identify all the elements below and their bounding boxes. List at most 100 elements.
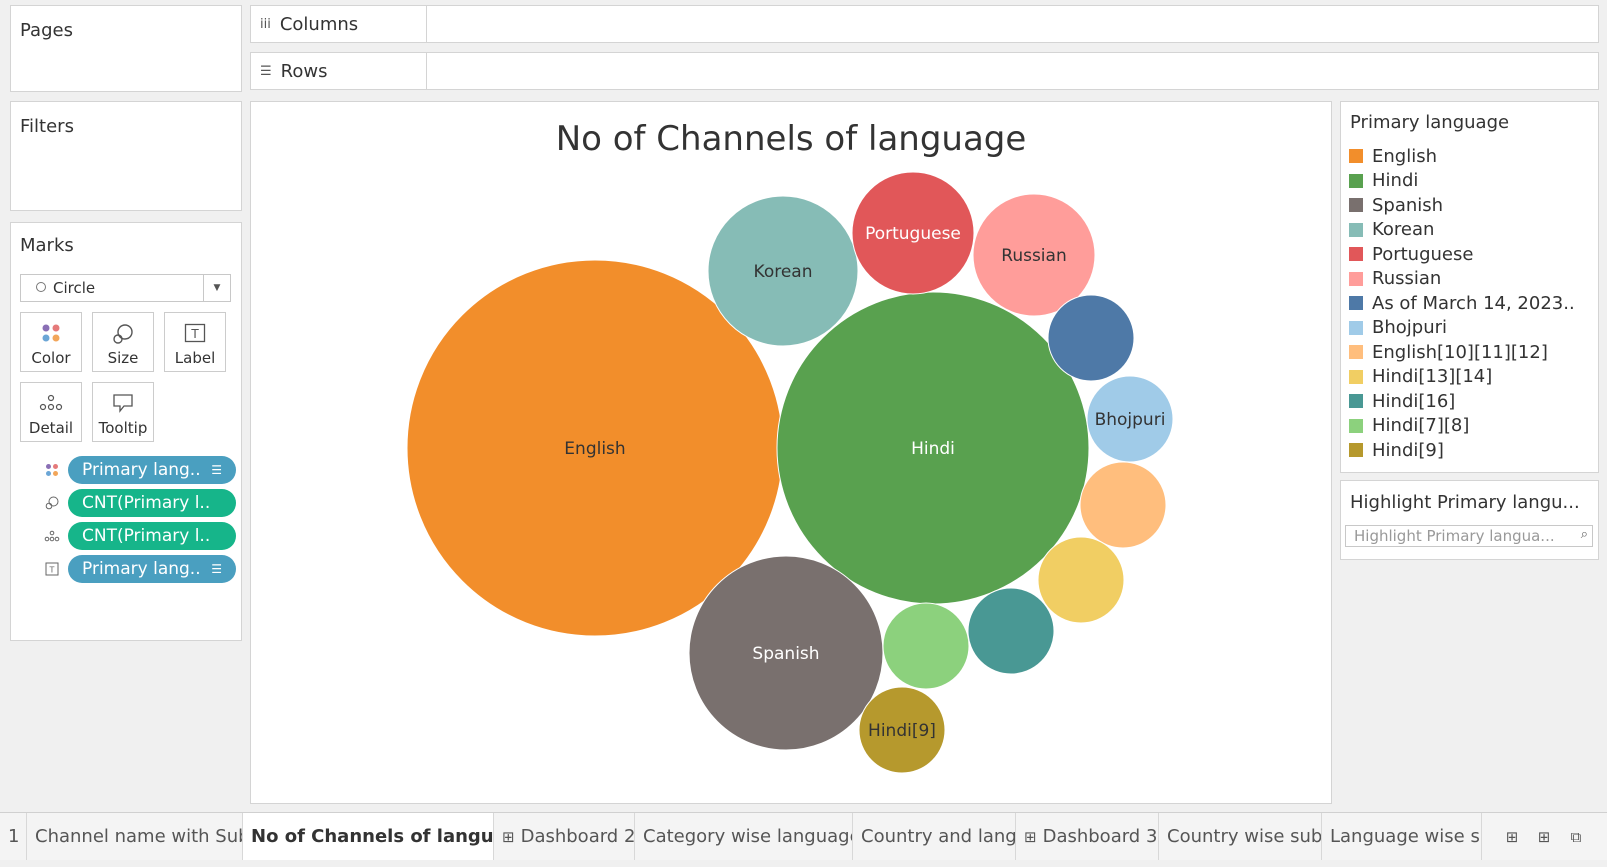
sheet-tab-label: Country wise sub [1167,826,1322,847]
size-pill[interactable]: CNT(Primary l.. [68,489,236,517]
sheet-tab[interactable]: Language wise su [1322,813,1482,860]
legend-swatch [1349,149,1363,163]
legend-label: Hindi[16] [1372,390,1456,412]
bubble-bhojpuri[interactable] [1086,375,1174,463]
highlight-title: Highlight Primary langu... [1350,492,1580,513]
legend-label: Hindi[9] [1372,439,1444,461]
sheet-tab-label: No of Channels of language [251,826,494,847]
sheet-tab[interactable]: ⊞ Dashboard 2 [494,813,635,860]
chart-view: No of Channels of language English Hindi S… [250,101,1332,804]
marks-title: Marks [20,235,74,256]
bubble-hindi-16[interactable] [967,587,1055,675]
sheet-tab[interactable]: No of Channels of language [243,813,494,860]
legend-item[interactable]: Hindi[13][14] [1349,365,1492,389]
legend-swatch [1349,320,1363,335]
legend-item[interactable]: Korean [1349,218,1434,242]
legend-label: Korean [1372,219,1435,240]
rows-label-text: Rows [280,60,328,82]
bubble-label: Hindi [911,439,955,459]
label-pill[interactable]: Primary lang.. ☰ [68,555,236,583]
bubble-label: Bhojpuri [1095,410,1166,430]
sort-icon: ☰ [211,562,222,576]
bubble-chart: English Hindi Spanish Korean Portuguese Russi… [406,171,1174,774]
filters-panel[interactable]: Filters [10,101,242,211]
legend-item[interactable]: Russian [1349,267,1441,291]
bubble-hindi-9[interactable] [858,686,946,774]
legend-item[interactable]: Spanish [1349,193,1443,217]
new-worksheet-icon[interactable]: ⊞ [1505,828,1519,846]
legend-item[interactable]: Hindi [1349,169,1418,193]
sheet-tab[interactable]: ⊞ Dashboard 3 [1016,813,1159,860]
svg-text:T: T [190,327,199,341]
tooltip-button[interactable]: Tooltip [92,382,154,442]
legend-item[interactable]: English[10][11][12] [1349,340,1548,364]
color-button[interactable]: Color [20,312,82,372]
label-pill-icon: T [44,562,60,579]
label-button-label: Label [174,349,216,367]
legend-swatch [1349,198,1363,212]
legend-swatch [1349,296,1363,310]
bubble-hindi-7-8[interactable] [882,602,970,690]
circle-icon [36,282,46,292]
bubble-russian[interactable] [972,193,1096,317]
columns-label: iii Columns [251,6,427,42]
legend-label: Bhojpuri [1372,317,1448,338]
legend-item[interactable]: Hindi[7][8] [1349,414,1469,438]
label-pill-text: Primary lang.. [82,559,201,579]
legend-swatch [1349,271,1363,286]
new-story-icon[interactable]: ⧉ [1570,828,1582,846]
tooltip-button-label: Tooltip [98,419,148,437]
columns-icon: iii [260,16,271,32]
legend-item[interactable]: English [1349,144,1437,168]
label-icon: T [184,323,206,347]
bubble-spanish[interactable] [688,555,884,751]
columns-shelf[interactable]: iii Columns [250,5,1599,43]
bubble-label: Spanish [752,644,819,664]
size-button-label: Size [107,349,139,367]
bubble-portuguese[interactable] [851,171,975,295]
detail-icon [39,393,63,417]
bubble-as-of-march-14-2023[interactable] [1047,294,1135,382]
highlight-panel: Highlight Primary langu... Highlight Pri… [1340,480,1599,560]
sheet-tab[interactable]: Country and lang [853,813,1016,860]
pages-title: Pages [20,20,73,41]
sheet-tab[interactable]: Country wise sub [1159,813,1322,860]
label-button[interactable]: T Label [164,312,226,372]
sheet-tab-label: 1 [8,826,20,847]
bubble-hindi-13-14[interactable] [1037,536,1125,624]
bubble-label: Korean [754,262,813,282]
legend-swatch [1349,394,1363,408]
legend-item[interactable]: Portuguese [1349,242,1473,266]
rows-shelf[interactable]: ☰ Rows [250,52,1599,90]
new-dashboard-icon[interactable]: ⊞ [1537,828,1551,846]
sheet-tab[interactable]: Category wise language [635,813,853,860]
marks-panel: Marks Circle ▼ Color Size T Label Detail… [10,222,242,641]
legend-item[interactable]: Bhojpuri [1349,316,1447,340]
color-pill[interactable]: Primary lang.. ☰ [68,456,236,484]
detail-button[interactable]: Detail [20,382,82,442]
highlight-placeholder: Highlight Primary langua... [1354,527,1555,545]
tooltip-icon [112,393,134,417]
legend-label: Portuguese [1372,243,1474,265]
sheet-tab[interactable]: Channel name with Sub [27,813,243,860]
legend-label: English [1372,145,1437,167]
legend-item[interactable]: Hindi[9] [1349,438,1444,462]
legend-swatch [1349,369,1363,384]
size-button[interactable]: Size [92,312,154,372]
legend-item[interactable]: As of March 14, 2023.. [1349,291,1575,315]
mark-type-dropdown[interactable]: Circle ▼ [20,274,231,302]
legend-label: English[10][11][12] [1372,341,1548,363]
bubble-korean[interactable] [707,195,859,347]
sheet-tab[interactable]: 1 [0,813,27,860]
search-icon: ⌕ [1580,527,1588,542]
legend-item[interactable]: Hindi[16] [1349,389,1455,413]
legend-label: Hindi[13][14] [1372,366,1493,387]
color-pill-icon [44,463,60,480]
legend-swatch [1349,345,1363,359]
detail-pill[interactable]: CNT(Primary l.. [68,522,236,550]
highlight-input[interactable]: Highlight Primary langua... ⌕ [1345,525,1593,547]
legend-title: Primary language [1350,112,1510,133]
chart-title: No of Channels of language [555,119,1027,159]
bubble-english-10-11-12[interactable] [1079,461,1167,549]
chevron-down-icon: ▼ [203,275,230,301]
